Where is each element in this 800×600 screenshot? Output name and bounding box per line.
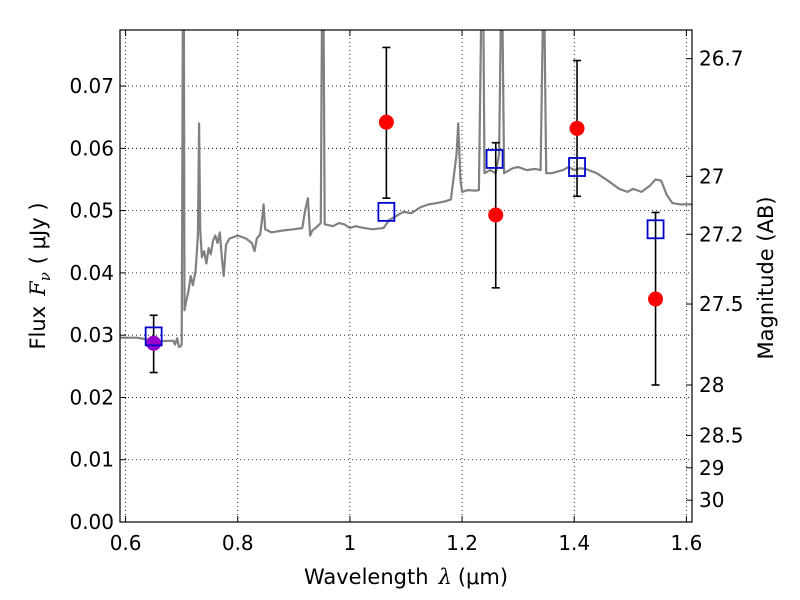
x-tick-label: 1.2: [446, 531, 478, 555]
right-tick-label: 27.5: [699, 292, 744, 316]
right-tick-label: 26.7: [699, 47, 744, 71]
data-point: [379, 115, 394, 130]
plot-area: [120, 30, 692, 522]
x-tick-label: 1: [344, 531, 357, 555]
y-tick-label: 0.06: [69, 136, 114, 160]
y-axis-label: Flux Fν ( μJy ): [26, 202, 54, 349]
y-tick-label: 0.04: [69, 261, 114, 285]
y-axis-label-subscript: ν: [36, 272, 54, 281]
y-tick-label: 0.03: [69, 323, 114, 347]
data-point: [488, 207, 503, 222]
y-tick-label: 0.05: [69, 199, 114, 223]
y-axis-label-text: Flux: [26, 306, 50, 350]
y-tick-label: 0.01: [69, 448, 114, 472]
right-tick-label: 28.5: [699, 423, 744, 447]
chart: 0.6 0.8 1 1.2 1.4 1.6 0.00 0.01 0.02 0.03 0.04 0.05…: [0, 0, 800, 600]
right-tick-label: 30: [699, 488, 724, 512]
x-tick-label: 1.6: [670, 531, 702, 555]
x-axis-label: Wavelength λ (μm): [304, 565, 508, 589]
data-point: [570, 121, 585, 136]
y-tick-label: 0.00: [69, 510, 114, 534]
right-tick-label: 28: [699, 373, 724, 397]
x-tick-label: 0.6: [110, 531, 142, 555]
x-axis-label-unit: (μm): [458, 565, 508, 589]
right-axis-label: Magnitude (AB): [754, 196, 778, 359]
right-tick-label: 27: [699, 164, 724, 188]
data-point: [648, 292, 663, 307]
x-tick-label: 0.8: [222, 531, 254, 555]
x-tick-label: 1.4: [558, 531, 590, 555]
right-tick-label: 27.2: [699, 222, 744, 246]
y-tick-label: 0.02: [69, 385, 114, 409]
y-axis-label-symbol: F: [26, 280, 50, 297]
y-axis-label-unit: ( μJy ): [26, 202, 50, 264]
y-tick-label: 0.07: [69, 74, 114, 98]
data-point: [146, 336, 161, 351]
x-axis-label-text: Wavelength: [304, 565, 429, 589]
x-axis-label-symbol: λ: [438, 565, 452, 589]
right-tick-label: 29: [699, 456, 724, 480]
